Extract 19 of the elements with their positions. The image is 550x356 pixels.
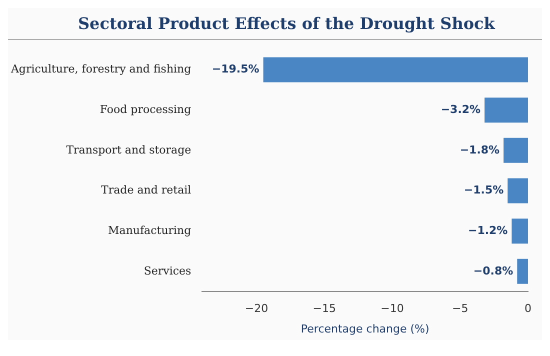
x-tick-label: −15 (312, 302, 336, 316)
data-label: −19.5% (212, 62, 260, 76)
data-label: −1.5% (464, 184, 504, 197)
y-tick-label: Transport and storage (66, 143, 192, 156)
x-tick-label: −10 (380, 302, 404, 316)
data-label: −1.8% (460, 143, 500, 156)
y-tick-label: Manufacturing (108, 224, 192, 237)
data-label: −0.8% (473, 264, 514, 278)
x-axis-title: Percentage change (%) (300, 322, 430, 336)
y-tick-label: Agriculture, forestry and fishing (10, 62, 192, 76)
chart-title: Sectoral Product Effects of the Drought Shock (8, 8, 542, 40)
x-tick-label: −5 (452, 302, 468, 316)
y-tick-label: Services (144, 264, 192, 278)
x-tick-label: 0 (524, 302, 532, 316)
x-tick-label: −20 (244, 302, 268, 316)
data-label: −1.2% (468, 224, 508, 237)
y-tick-label: Food processing (100, 102, 192, 116)
data-label: −3.2% (440, 102, 481, 116)
y-tick-label: Trade and retail (101, 184, 192, 197)
